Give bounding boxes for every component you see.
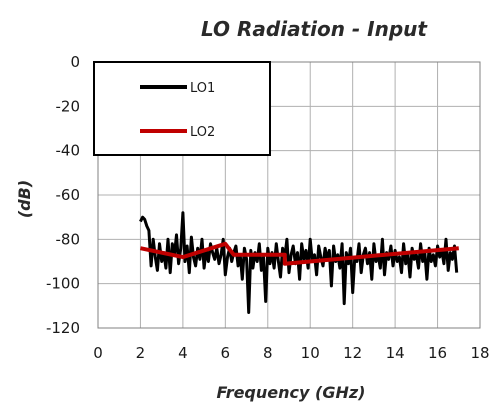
x-tick-label: 12 — [343, 344, 362, 362]
x-tick-label: 16 — [428, 344, 447, 362]
x-tick-label: 4 — [178, 344, 188, 362]
series-line-lo2 — [139, 241, 459, 266]
y-tick-label: -40 — [56, 142, 81, 160]
tick-labels: 0 2 4 6 8 10 12 14 16 18 0 -20 -40 -60 -80 -100 -120 — [46, 53, 490, 362]
x-tick-label: 18 — [470, 344, 489, 362]
x-tick-label: 10 — [301, 344, 320, 362]
legend-label-lo2: LO2 — [190, 125, 215, 140]
x-tick-label: 14 — [386, 344, 405, 362]
x-tick-label: 0 — [93, 344, 103, 362]
x-axis-label: Frequency (GHz) — [217, 383, 366, 402]
y-tick-label: -80 — [56, 230, 81, 248]
y-tick-label: -60 — [56, 186, 81, 204]
plot-frame — [97, 61, 481, 329]
y-axis-label: (dB) — [15, 180, 34, 218]
chart-title: LO Radiation - Input — [201, 17, 428, 41]
x-tick-label: 6 — [221, 344, 231, 362]
x-tick-label: 2 — [136, 344, 146, 362]
legend: LO1 LO2 — [93, 61, 271, 156]
series-lines — [139, 211, 459, 314]
y-tick-label: -20 — [56, 97, 81, 115]
legend-label-lo1: LO1 — [190, 81, 215, 96]
y-tick-label: 0 — [70, 53, 80, 71]
x-tick-label: 8 — [263, 344, 273, 362]
y-tick-label: -120 — [46, 319, 80, 337]
y-tick-label: -100 — [46, 275, 80, 293]
legend-box — [93, 61, 271, 156]
